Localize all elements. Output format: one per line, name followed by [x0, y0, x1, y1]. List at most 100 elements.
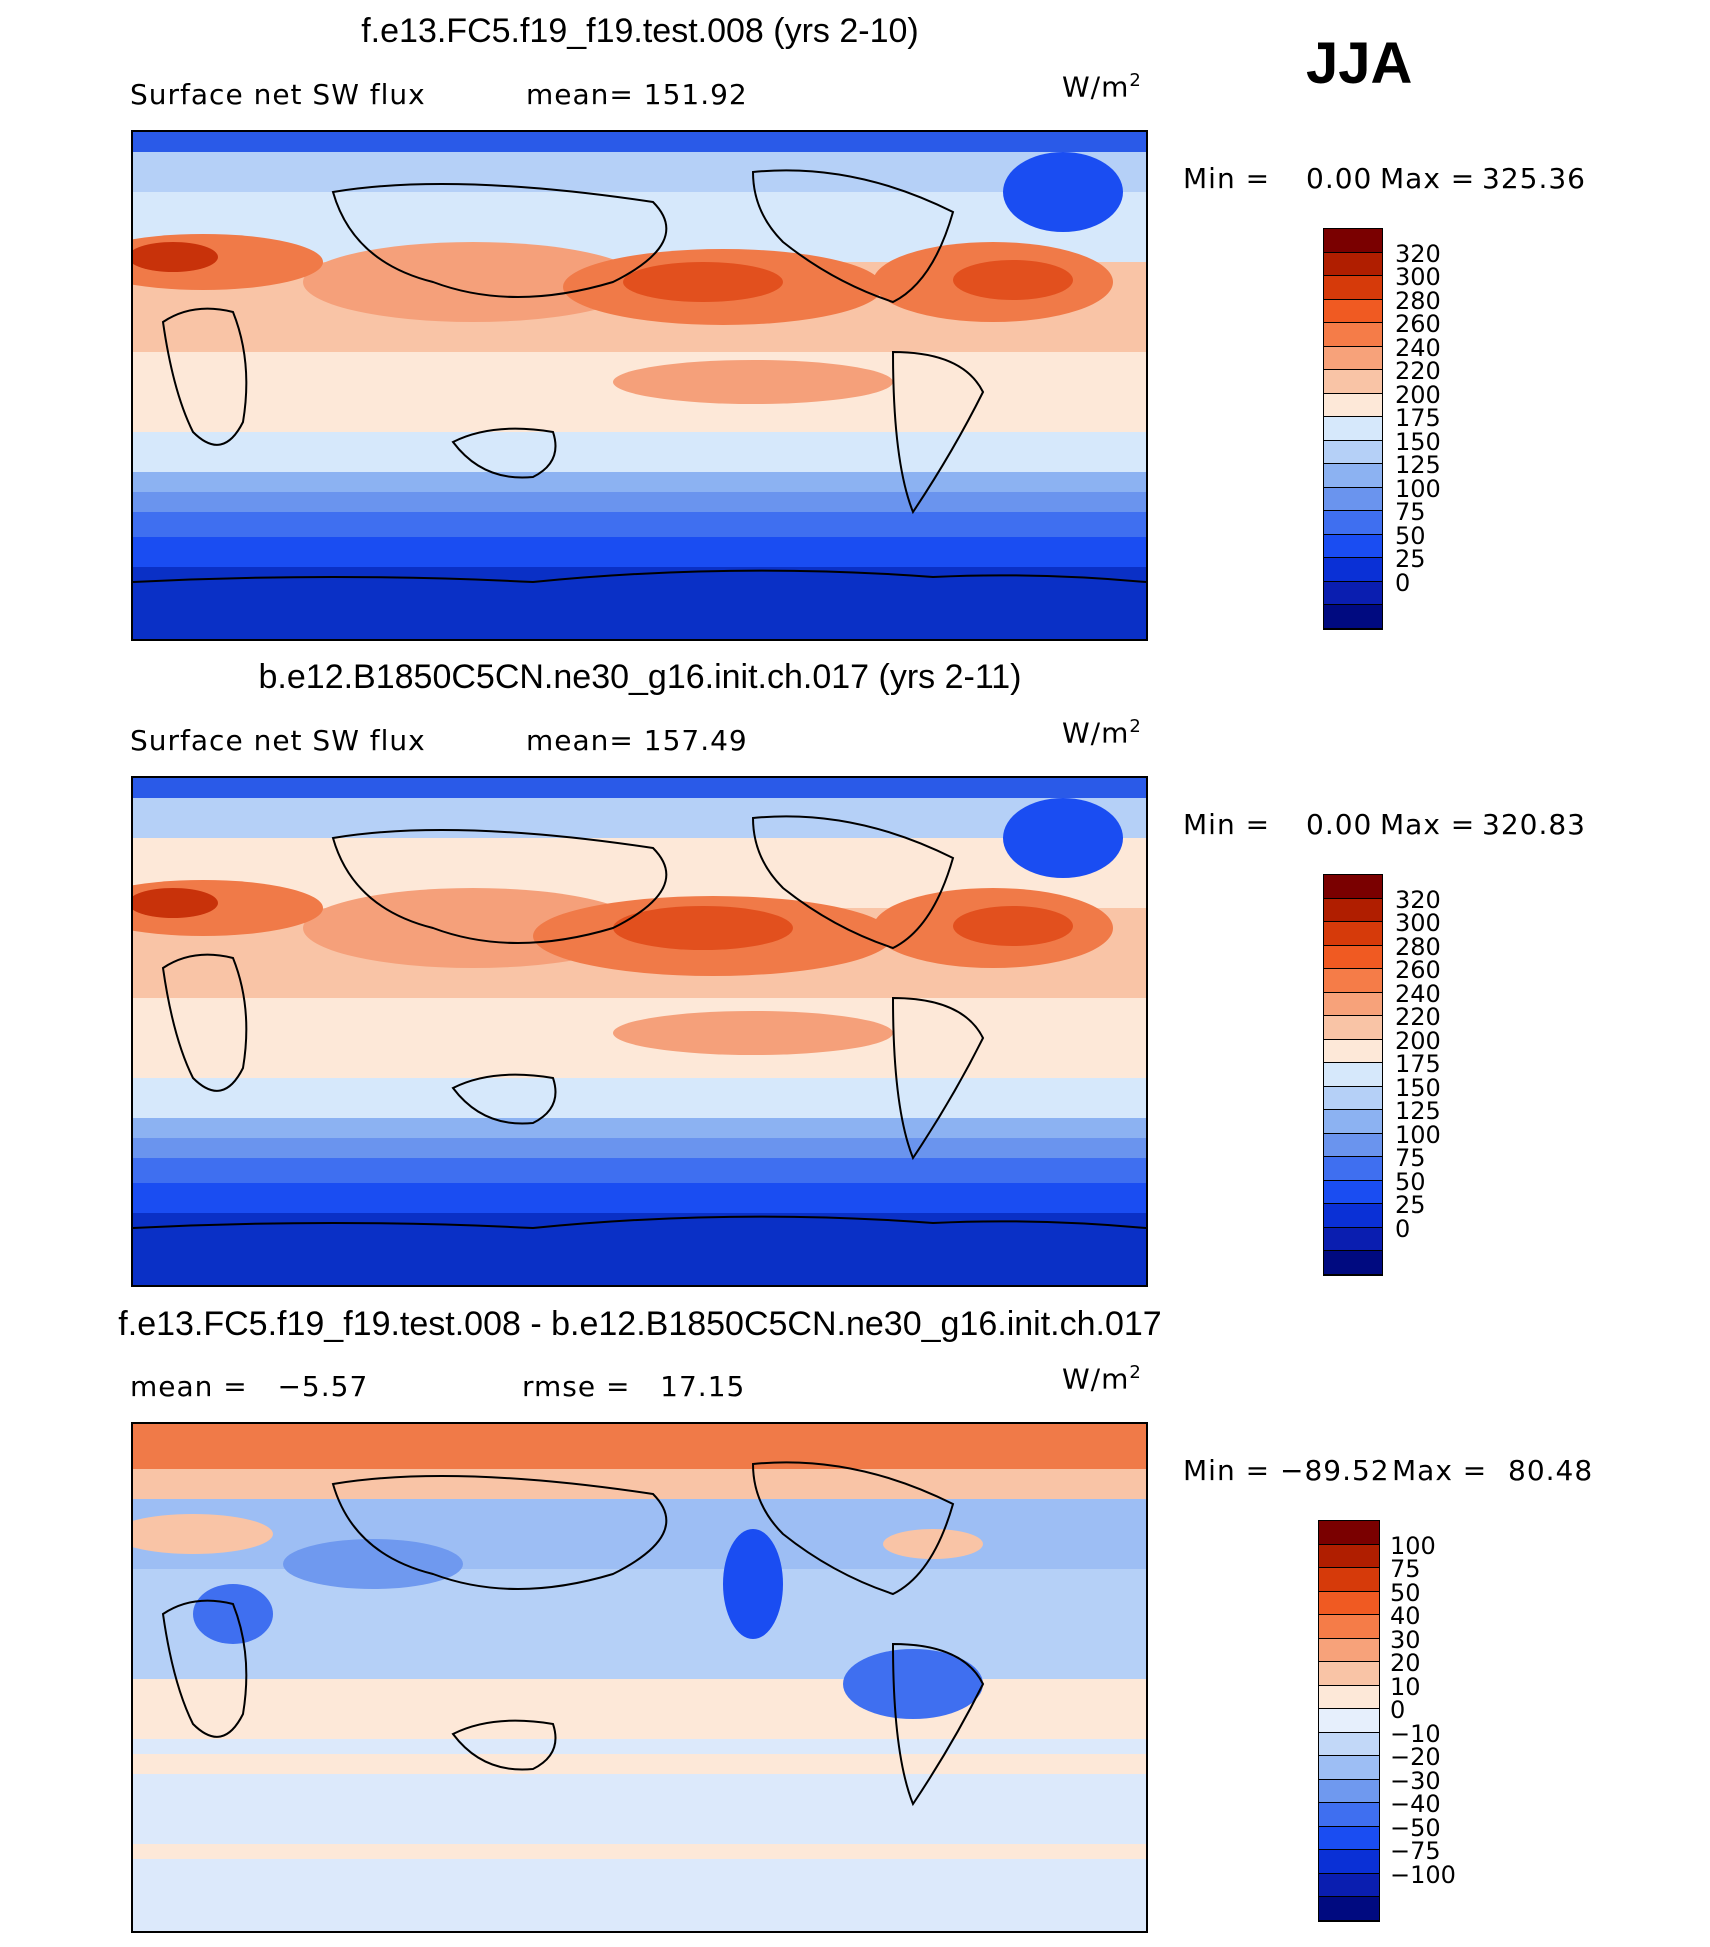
panel-3-min-label: Min = [1183, 1454, 1271, 1487]
panel-3-map [131, 1422, 1148, 1933]
panel-2-max-value: 320.83 [1482, 808, 1586, 841]
colorbar-swatch [1319, 1521, 1379, 1545]
panel-3-map-plot [133, 1424, 1146, 1931]
colorbar-swatch [1319, 1709, 1379, 1733]
colorbar-tick-label: 50 [1395, 521, 1426, 550]
colorbar-tick-label: 240 [1395, 333, 1441, 362]
colorbar-tick-label: 175 [1395, 1050, 1441, 1079]
colorbar-tick-label: 100 [1395, 474, 1441, 503]
colorbar-tick-label: −30 [1390, 1766, 1441, 1795]
colorbar-swatch [1319, 1897, 1379, 1921]
colorbar-tick-label: 300 [1395, 263, 1441, 292]
panel-1-colorbar-labels: 320 300 280 260 240 220 200 175 150 125 100 75 50 25 0 [1395, 228, 1475, 630]
colorbar-tick-label: −100 [1390, 1860, 1456, 1889]
panel-2-units: W/m2 [1062, 716, 1142, 750]
colorbar-swatch [1324, 922, 1382, 946]
colorbar-swatch [1324, 1039, 1382, 1064]
colorbar-tick-label: 75 [1390, 1555, 1421, 1584]
colorbar-swatch [1324, 534, 1382, 559]
colorbar-tick-label: 320 [1395, 239, 1441, 268]
colorbar-tick-label: 50 [1395, 1167, 1426, 1196]
colorbar-swatch [1324, 299, 1382, 324]
colorbar-swatch [1324, 1180, 1382, 1205]
colorbar-swatch [1319, 1732, 1379, 1757]
panel-2-max-label: Max = [1380, 808, 1476, 841]
colorbar-swatch [1324, 487, 1382, 512]
colorbar-swatch [1324, 417, 1382, 441]
panel-3-min-value: −89.52 [1280, 1454, 1390, 1487]
panel-1-map [131, 130, 1148, 641]
panel-1-variable-label: Surface net SW flux [130, 78, 426, 111]
colorbar-tick-label: 75 [1395, 1144, 1426, 1173]
panel-2-mean-label: mean= 157.49 [526, 724, 748, 757]
colorbar-tick-label: 50 [1390, 1578, 1421, 1607]
colorbar-swatch [1319, 1568, 1379, 1592]
colorbar-tick-label: 30 [1390, 1625, 1421, 1654]
colorbar-swatch [1324, 464, 1382, 488]
colorbar-tick-label: 100 [1390, 1531, 1436, 1560]
colorbar-tick-label: −75 [1390, 1837, 1441, 1866]
colorbar-tick-label: 150 [1395, 1073, 1441, 1102]
panel-3-units: W/m2 [1062, 1362, 1142, 1396]
colorbar-tick-label: 25 [1395, 545, 1426, 574]
panel-1-min-label: Min = [1183, 162, 1271, 195]
panel-1-max-label: Max = [1380, 162, 1476, 195]
colorbar-tick-label: 300 [1395, 909, 1441, 938]
colorbar-swatch [1324, 252, 1382, 277]
panel-2-colorbar [1323, 874, 1383, 1276]
colorbar-tick-label: 260 [1395, 310, 1441, 339]
colorbar-swatch [1324, 1204, 1382, 1228]
panel-3-colorbar [1318, 1520, 1380, 1922]
colorbar-swatch [1324, 511, 1382, 535]
colorbar-swatch [1324, 276, 1382, 300]
colorbar-swatch [1324, 969, 1382, 993]
panel-1-title: f.e13.FC5.f19_f19.test.008 (yrs 2-10) [361, 12, 919, 50]
colorbar-swatch [1324, 346, 1382, 371]
colorbar-tick-label: 125 [1395, 1097, 1441, 1126]
colorbar-tick-label: 75 [1395, 498, 1426, 527]
panel-2-map [131, 776, 1148, 1287]
panel-1-units: W/m2 [1062, 70, 1142, 104]
panel-3-max-label: Max = [1392, 1454, 1488, 1487]
panel-2-map-plot [133, 778, 1146, 1285]
colorbar-swatch [1324, 558, 1382, 582]
colorbar-tick-label: 10 [1390, 1672, 1421, 1701]
colorbar-tick-label: 200 [1395, 380, 1441, 409]
colorbar-tick-label: 200 [1395, 1026, 1441, 1055]
colorbar-swatch [1319, 1803, 1379, 1827]
colorbar-swatch [1324, 393, 1382, 418]
colorbar-swatch [1324, 323, 1382, 347]
panel-1-max-value: 325.36 [1482, 162, 1586, 195]
colorbar-swatch [1319, 1826, 1379, 1851]
colorbar-tick-label: −40 [1390, 1790, 1441, 1819]
colorbar-swatch [1324, 440, 1382, 465]
colorbar-swatch [1324, 1110, 1382, 1134]
colorbar-tick-label: 0 [1395, 1214, 1411, 1243]
colorbar-swatch [1319, 1685, 1379, 1710]
colorbar-tick-label: 240 [1395, 979, 1441, 1008]
colorbar-tick-label: 175 [1395, 404, 1441, 433]
panel-1-map-plot [133, 132, 1146, 639]
colorbar-swatch [1324, 875, 1382, 899]
panel-3-mean-label: mean = −5.57 [130, 1370, 369, 1403]
colorbar-swatch [1319, 1662, 1379, 1686]
colorbar-tick-label: 280 [1395, 932, 1441, 961]
colorbar-swatch [1319, 1638, 1379, 1663]
colorbar-swatch [1319, 1756, 1379, 1780]
colorbar-tick-label: 150 [1395, 427, 1441, 456]
panel-2-min-value: 0.00 [1306, 808, 1373, 841]
colorbar-swatch [1319, 1873, 1379, 1898]
colorbar-swatch [1324, 992, 1382, 1017]
colorbar-tick-label: 25 [1395, 1191, 1426, 1220]
colorbar-swatch [1324, 1251, 1382, 1275]
colorbar-swatch [1324, 1157, 1382, 1181]
colorbar-tick-label: 100 [1395, 1120, 1441, 1149]
colorbar-tick-label: 20 [1390, 1649, 1421, 1678]
panel-1-colorbar [1323, 228, 1383, 630]
colorbar-swatch [1319, 1615, 1379, 1639]
colorbar-swatch [1324, 945, 1382, 970]
panel-2-title: b.e12.B1850C5CN.ne30_g16.init.ch.017 (yr… [258, 658, 1022, 696]
colorbar-tick-label: 0 [1395, 568, 1411, 597]
colorbar-swatch [1324, 370, 1382, 394]
colorbar-swatch [1319, 1850, 1379, 1874]
